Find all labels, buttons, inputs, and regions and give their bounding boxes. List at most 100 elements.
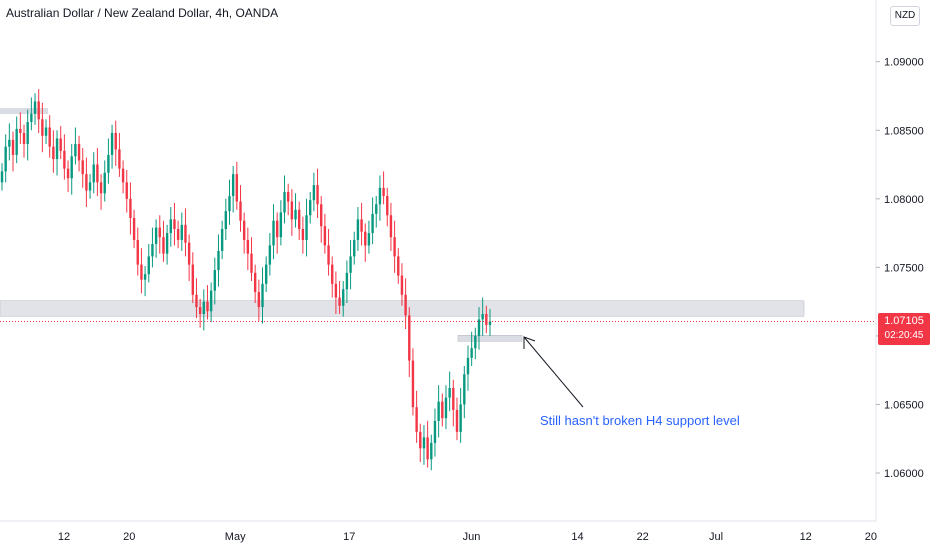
candle-body bbox=[353, 239, 356, 257]
candle-body bbox=[378, 187, 382, 205]
y-tick-label: 1.06000 bbox=[884, 468, 924, 480]
candle-body bbox=[8, 139, 11, 147]
candle-body bbox=[283, 191, 286, 213]
bar-countdown: 02:20:45 bbox=[884, 330, 924, 341]
currency-badge[interactable]: NZD bbox=[890, 6, 920, 26]
candle-body bbox=[294, 209, 297, 220]
candle-body bbox=[312, 185, 316, 201]
candle-body bbox=[327, 245, 330, 265]
y-tick-label: 1.06500 bbox=[884, 399, 924, 411]
candle-body bbox=[81, 160, 84, 175]
candle-body bbox=[63, 150, 66, 169]
candle-body bbox=[382, 187, 385, 197]
candle-body bbox=[261, 283, 264, 308]
candle-body bbox=[320, 204, 323, 227]
candle-body bbox=[77, 143, 81, 161]
candle-body bbox=[386, 196, 389, 216]
candle-body bbox=[99, 182, 103, 194]
x-tick-label: Jul bbox=[709, 531, 723, 543]
candle-body bbox=[162, 237, 165, 254]
candle-body bbox=[250, 253, 253, 273]
candle-body bbox=[37, 101, 40, 120]
y-tick-label: 1.07500 bbox=[884, 262, 924, 274]
candle-body bbox=[48, 127, 51, 147]
annotation-text: Still hasn't broken H4 support level bbox=[540, 413, 740, 428]
candle-body bbox=[242, 220, 246, 240]
candle-body bbox=[125, 182, 128, 199]
candle-body bbox=[345, 272, 349, 290]
candle-body bbox=[422, 437, 426, 449]
annotation-arrow-line bbox=[523, 336, 584, 408]
candle-body bbox=[268, 245, 272, 265]
candle-body bbox=[11, 139, 15, 155]
candle-body bbox=[400, 275, 404, 295]
candle-body bbox=[136, 239, 139, 265]
candle-body bbox=[180, 224, 183, 240]
x-tick-label: 20 bbox=[865, 531, 877, 543]
candle-body bbox=[70, 156, 73, 179]
candle-body bbox=[452, 388, 455, 410]
candle-body bbox=[338, 297, 341, 306]
candle-body bbox=[217, 250, 220, 271]
candle-body bbox=[253, 272, 257, 293]
candle-body bbox=[22, 132, 26, 144]
candle-body bbox=[309, 200, 312, 216]
candle-body bbox=[279, 212, 283, 238]
candle-body bbox=[52, 146, 55, 160]
candle-body bbox=[433, 420, 437, 443]
candle-body bbox=[356, 219, 360, 240]
candle-body bbox=[272, 220, 275, 246]
candle-body bbox=[437, 401, 440, 421]
top-resistance-zone bbox=[0, 108, 48, 114]
candle-body bbox=[235, 174, 239, 202]
candle-body bbox=[430, 442, 433, 460]
candle-body bbox=[15, 128, 18, 155]
candle-body bbox=[158, 227, 161, 238]
candle-body bbox=[165, 233, 169, 254]
candle-body bbox=[477, 319, 481, 336]
candle-body bbox=[4, 146, 7, 172]
candle-body bbox=[0, 171, 4, 183]
candle-body bbox=[173, 219, 176, 229]
candle-body bbox=[389, 215, 393, 238]
candle-body bbox=[426, 437, 429, 460]
candle-body bbox=[140, 264, 143, 280]
candle-body bbox=[30, 113, 33, 123]
candle-body bbox=[459, 404, 462, 432]
candle-body bbox=[367, 233, 371, 246]
x-tick-label: Jun bbox=[463, 531, 481, 543]
x-tick-label: 14 bbox=[571, 531, 583, 543]
candle-body bbox=[371, 213, 374, 234]
candle-body bbox=[121, 168, 125, 183]
candle-body bbox=[59, 138, 62, 151]
y-tick-label: 1.08000 bbox=[884, 194, 924, 206]
candle-body bbox=[224, 211, 228, 229]
candle-body bbox=[349, 256, 352, 273]
candle-body bbox=[195, 294, 198, 308]
candle-body bbox=[264, 264, 268, 284]
candle-body bbox=[290, 201, 294, 220]
candle-body bbox=[455, 409, 459, 432]
candle-body bbox=[257, 292, 261, 308]
candle-body bbox=[184, 224, 187, 243]
candle-body bbox=[85, 174, 88, 191]
candle-body bbox=[360, 219, 363, 232]
x-tick-label: 12 bbox=[800, 531, 812, 543]
candle-body bbox=[411, 360, 415, 408]
candle-body bbox=[198, 307, 202, 314]
candle-body bbox=[202, 301, 206, 314]
candle-body bbox=[419, 431, 422, 449]
candle-body bbox=[231, 174, 235, 197]
candle-body bbox=[206, 301, 209, 312]
x-tick-label: 12 bbox=[58, 531, 70, 543]
chart-title: Australian Dollar / New Zealand Dollar, … bbox=[6, 6, 279, 20]
candle-body bbox=[33, 101, 37, 114]
candle-body bbox=[488, 321, 492, 325]
candle-body bbox=[393, 237, 396, 257]
candle-body bbox=[191, 264, 194, 295]
candle-body bbox=[408, 315, 411, 361]
annotation-arrow-head bbox=[523, 336, 536, 349]
candle-body bbox=[481, 313, 484, 320]
candle-body bbox=[375, 204, 378, 214]
